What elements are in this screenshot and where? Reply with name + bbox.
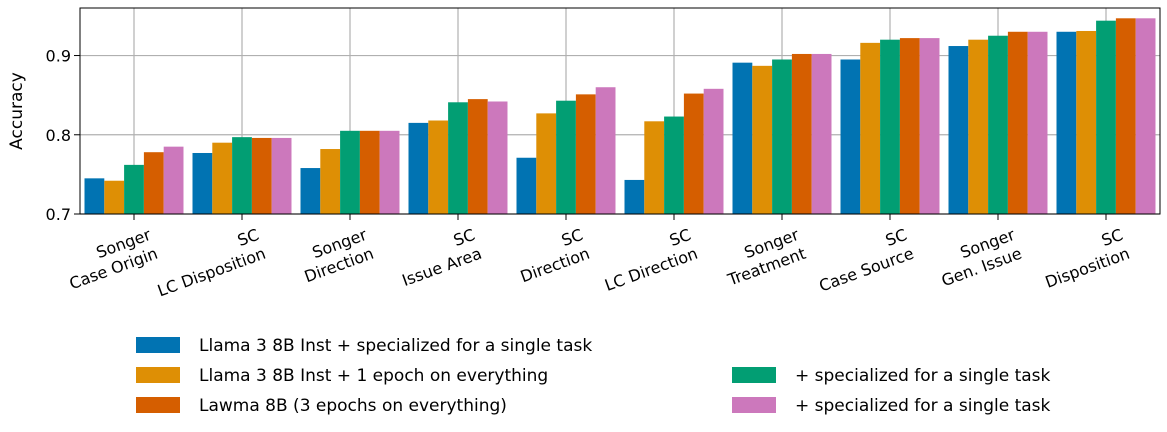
bar	[664, 116, 684, 214]
legend-swatch	[732, 367, 776, 383]
bar	[379, 130, 400, 214]
y-tick-label: 0.7	[46, 205, 71, 224]
bars	[84, 18, 1156, 215]
bar	[192, 152, 213, 214]
bar	[448, 102, 468, 214]
legend-swatch	[136, 397, 180, 413]
bar	[467, 99, 488, 214]
y-tick-label: 0.8	[46, 126, 71, 145]
bar	[860, 42, 881, 214]
bar	[791, 53, 812, 215]
bar	[271, 137, 292, 214]
bar	[143, 152, 164, 214]
bar	[1056, 31, 1077, 215]
x-tick-label: SongerCase Origin	[60, 225, 161, 293]
bar	[595, 87, 616, 214]
x-tick-label: SCLC Disposition	[148, 225, 268, 301]
bar	[212, 142, 233, 214]
legend-label: Llama 3 8B Inst + 1 epoch on everything	[199, 366, 548, 386]
bar	[359, 130, 380, 214]
x-tick-label: SCDisposition	[1036, 225, 1132, 292]
y-axis: 0.7 0.8 0.9	[46, 47, 80, 224]
x-tick-label: SongerGen. Issue	[932, 225, 1025, 290]
legend-swatch	[136, 337, 180, 353]
bar	[251, 137, 272, 214]
bar	[988, 35, 1008, 214]
bar	[919, 38, 940, 214]
bar	[408, 122, 429, 214]
bar	[300, 168, 321, 214]
bar	[340, 130, 360, 214]
y-axis-label: Accuracy	[7, 72, 27, 150]
bar	[772, 59, 792, 214]
x-tick-label: SongerDirection	[295, 225, 377, 287]
y-tick-label: 0.9	[46, 47, 71, 66]
bar	[840, 59, 861, 214]
bar	[428, 120, 449, 214]
bar	[124, 164, 144, 214]
plot-frame	[79, 7, 1161, 215]
bar	[899, 38, 920, 214]
bar	[880, 39, 900, 214]
bar	[1135, 18, 1156, 214]
legend-label: Llama 3 8B Inst + specialized for a sing…	[199, 336, 592, 356]
bar	[320, 149, 341, 214]
bar	[683, 93, 704, 214]
legend-label: Lawma 8B (3 epochs on everything)	[199, 396, 507, 416]
x-tick-label: SCLC Direction	[595, 225, 700, 295]
x-tick-label: SongerTreatment	[717, 225, 808, 290]
bar	[1076, 30, 1097, 214]
bar	[516, 157, 537, 214]
bar	[624, 179, 645, 214]
bar	[703, 88, 724, 214]
legend-swatch	[732, 397, 776, 413]
legend-label: + specialized for a single task	[795, 366, 1051, 386]
bar	[487, 101, 508, 214]
legend: Llama 3 8B Inst + specialized for a sing…	[136, 336, 1051, 416]
bar	[968, 39, 989, 214]
bar	[575, 94, 596, 214]
bar	[1007, 31, 1028, 215]
legend-swatch	[136, 367, 180, 383]
bar	[536, 113, 557, 214]
x-tick-label: SCDirection	[511, 225, 592, 286]
bar	[948, 46, 969, 215]
bar	[1027, 31, 1048, 215]
bar	[163, 146, 184, 214]
x-tick-label: SCIssue Area	[393, 225, 485, 290]
bar	[84, 178, 105, 214]
legend-label: + specialized for a single task	[795, 396, 1051, 416]
bar	[1096, 20, 1116, 214]
bar	[1115, 18, 1136, 214]
bar	[752, 65, 773, 214]
bar	[232, 137, 252, 214]
bar	[644, 121, 665, 214]
bar	[556, 100, 576, 214]
bar	[811, 53, 832, 215]
bar	[732, 62, 753, 214]
bar	[104, 180, 125, 214]
x-tick-label: SCCase Source	[810, 225, 917, 296]
